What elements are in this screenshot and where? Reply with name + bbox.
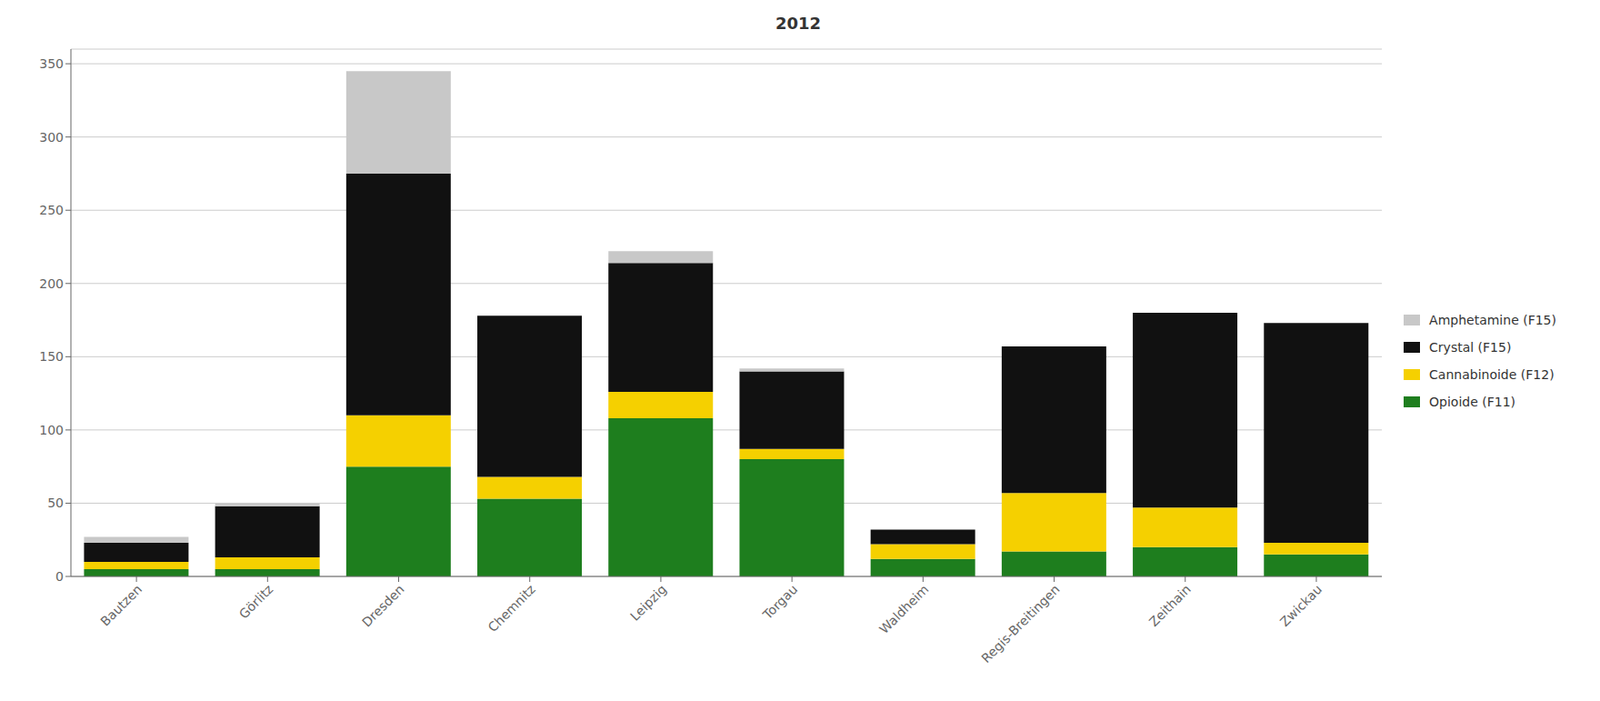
html-text:Amphetamine (F15): Amphetamine (F15) [1429,312,1557,328]
svg-text:Dresden: Dresden [359,581,408,630]
svg-text:Zeithain: Zeithain [1146,581,1194,630]
svg-text:100: 100 [39,422,64,438]
svg-text:250: 250 [39,202,64,218]
svg-text:Regis-Breitingen: Regis-Breitingen [978,581,1062,666]
html-text:2012: 2012 [775,13,821,33]
svg-text:Waldheim: Waldheim [876,581,931,637]
svg-text:Leipzig: Leipzig [627,581,670,624]
html-text:Crystal (F15): Crystal (F15) [1429,340,1512,355]
html-text:Opioide (F11): Opioide (F11) [1429,394,1516,410]
svg-text:Zwickau: Zwickau [1277,581,1325,630]
svg-text:150: 150 [39,349,64,364]
svg-text:300: 300 [39,130,64,145]
svg-text:Bautzen: Bautzen [97,581,145,630]
svg-text:Chemnitz: Chemnitz [485,581,539,635]
svg-text:0: 0 [55,569,64,584]
svg-text:200: 200 [39,276,64,291]
html-text:Cannabinoide (F12): Cannabinoide (F12) [1429,367,1555,382]
svg-text:Görlitz: Görlitz [236,581,277,622]
svg-text:50: 50 [47,495,64,510]
svg-text:350: 350 [39,56,64,71]
svg-text:Torgau: Torgau [759,581,800,623]
